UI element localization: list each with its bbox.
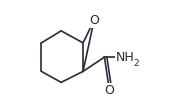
Text: O: O <box>89 14 99 27</box>
Text: 2: 2 <box>133 59 139 68</box>
Text: O: O <box>104 84 114 97</box>
Text: NH: NH <box>116 51 135 64</box>
